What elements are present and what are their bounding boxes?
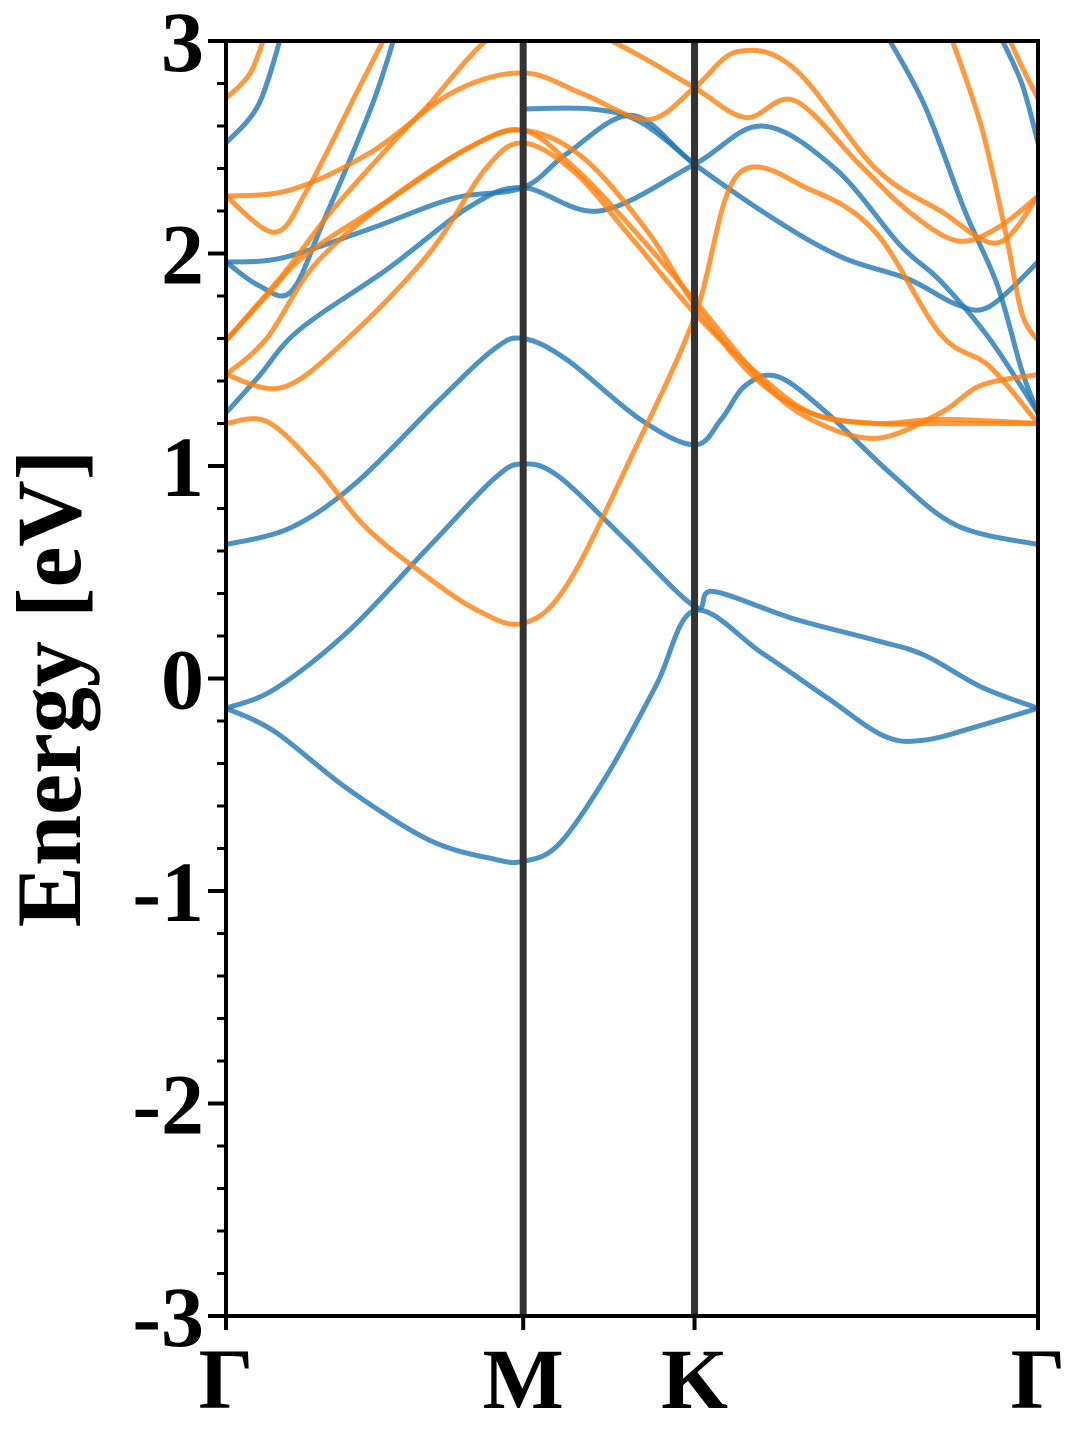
y-tick-label: -3 <box>132 1269 204 1365</box>
band-line-3 <box>226 335 1038 548</box>
y-tick-label: 1 <box>161 419 204 515</box>
band-lines <box>226 41 1038 866</box>
band-line-5 <box>226 112 1038 313</box>
band-line-21 <box>1007 41 1038 101</box>
x-tick-label: K <box>661 1331 728 1427</box>
y-tick-label: 0 <box>161 632 204 728</box>
band-line-20 <box>226 41 266 101</box>
band-line-1 <box>226 607 1038 866</box>
y-tick-label: -1 <box>132 844 204 940</box>
y-tick-label: 3 <box>161 0 204 90</box>
x-tick-label: Γ <box>199 1331 254 1427</box>
band-line-6 <box>226 41 396 299</box>
band-line-15 <box>226 41 386 235</box>
y-tick-label: -2 <box>132 1057 204 1153</box>
y-axis: 3 2 1 0 -1 -2 -3 <box>132 0 226 1365</box>
band-line-4 <box>226 123 1038 416</box>
x-tick-label: Γ <box>1011 1331 1066 1427</box>
band-line-17 <box>426 41 1038 244</box>
band-line-19 <box>949 41 1038 344</box>
x-tick-label: M <box>483 1331 564 1427</box>
band-line-14 <box>226 127 1038 427</box>
y-tick-label: 2 <box>161 207 204 303</box>
band-line-13 <box>226 127 1038 441</box>
band-line-9 <box>886 41 1038 416</box>
band-line-18 <box>226 102 432 344</box>
y-axis-label: Energy [eV] <box>0 450 100 928</box>
band-line-16 <box>226 47 1038 246</box>
band-line-11 <box>226 164 1038 627</box>
band-line-7 <box>226 41 283 146</box>
high-symmetry-lines <box>519 41 699 1316</box>
band-line-2 <box>226 461 1038 711</box>
